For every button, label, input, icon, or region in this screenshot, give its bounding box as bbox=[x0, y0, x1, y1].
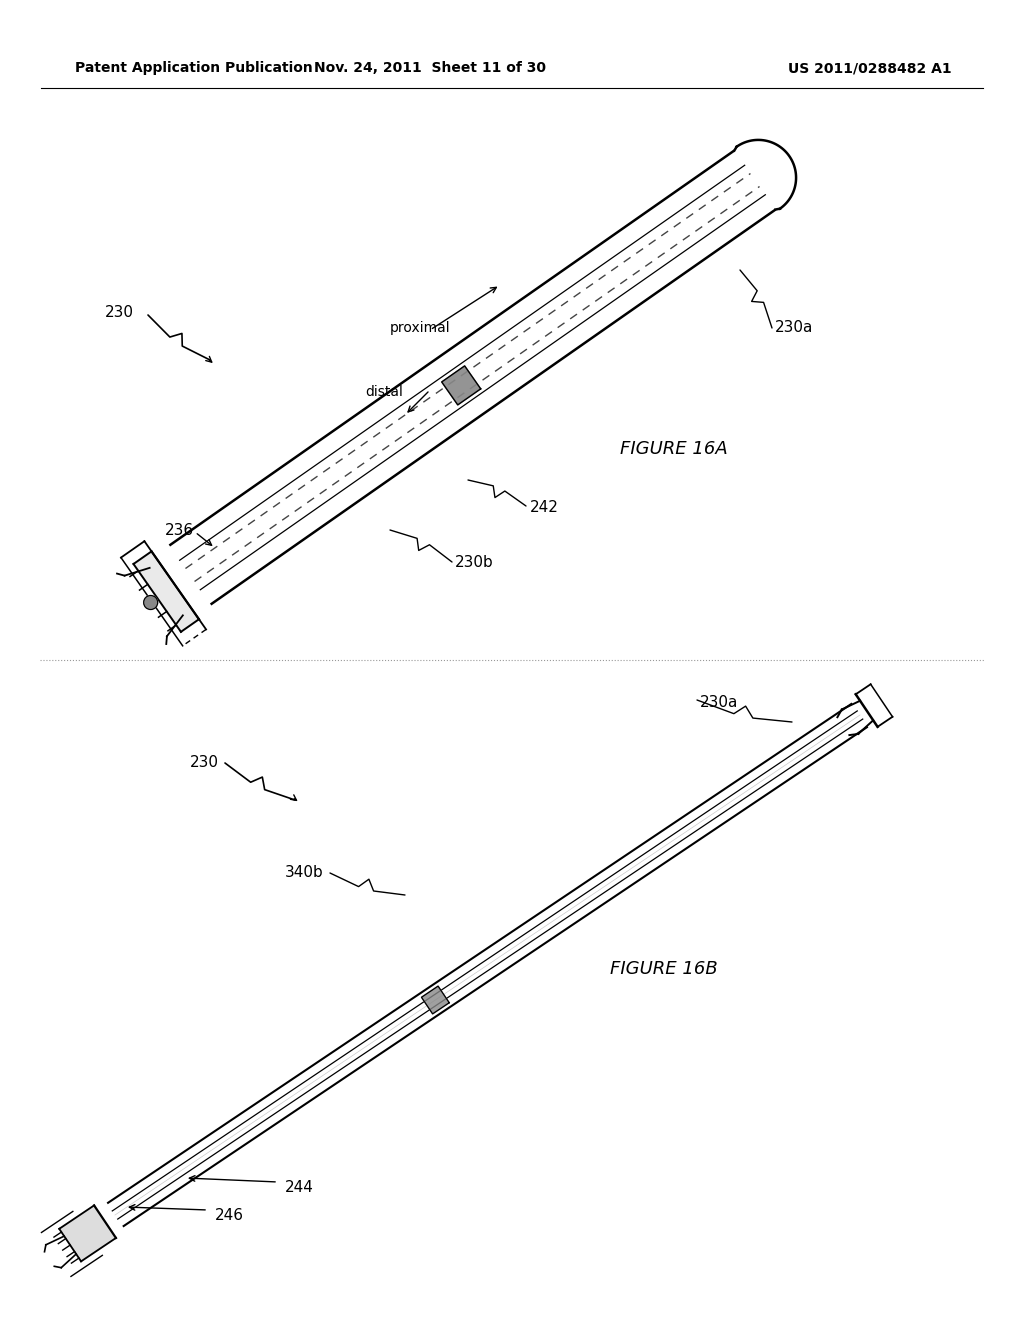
Text: Nov. 24, 2011  Sheet 11 of 30: Nov. 24, 2011 Sheet 11 of 30 bbox=[314, 61, 546, 75]
Polygon shape bbox=[59, 1205, 116, 1262]
Text: US 2011/0288482 A1: US 2011/0288482 A1 bbox=[788, 61, 952, 75]
Text: 230: 230 bbox=[190, 755, 219, 770]
Text: 230a: 230a bbox=[700, 696, 738, 710]
Text: proximal: proximal bbox=[390, 321, 451, 335]
Text: 244: 244 bbox=[285, 1180, 314, 1195]
Text: 236: 236 bbox=[165, 523, 195, 539]
Text: 230: 230 bbox=[105, 305, 134, 319]
Text: FIGURE 16A: FIGURE 16A bbox=[620, 440, 728, 458]
Polygon shape bbox=[422, 986, 450, 1014]
Polygon shape bbox=[133, 552, 199, 632]
Text: Patent Application Publication: Patent Application Publication bbox=[75, 61, 312, 75]
Text: 340b: 340b bbox=[285, 865, 324, 880]
Text: 230b: 230b bbox=[455, 554, 494, 570]
Circle shape bbox=[143, 595, 158, 610]
Text: 242: 242 bbox=[530, 500, 559, 515]
Text: FIGURE 16B: FIGURE 16B bbox=[610, 960, 718, 978]
Text: 230a: 230a bbox=[775, 319, 813, 335]
Text: 246: 246 bbox=[215, 1208, 244, 1224]
Text: distal: distal bbox=[365, 385, 402, 399]
Polygon shape bbox=[441, 366, 480, 405]
